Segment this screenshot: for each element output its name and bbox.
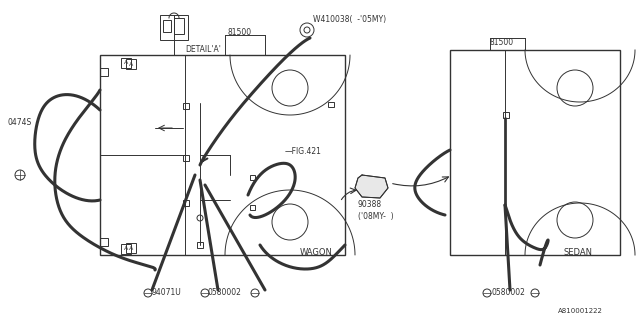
Bar <box>174 18 184 34</box>
Text: SEDAN: SEDAN <box>563 248 592 257</box>
Text: 0580002: 0580002 <box>208 288 242 297</box>
Text: 81500: 81500 <box>490 38 514 47</box>
Text: 0474S: 0474S <box>8 118 32 127</box>
Bar <box>503 112 509 118</box>
Text: 81500: 81500 <box>228 28 252 37</box>
Bar <box>183 200 189 206</box>
Polygon shape <box>355 175 388 198</box>
Text: A: A <box>129 61 133 67</box>
Bar <box>183 155 189 161</box>
Text: DETAIL'A': DETAIL'A' <box>185 45 221 54</box>
Text: W410038(  -'05MY): W410038( -'05MY) <box>313 15 386 24</box>
Text: 94071U: 94071U <box>152 288 182 297</box>
Bar <box>121 58 131 68</box>
Text: A: A <box>124 60 128 66</box>
Bar <box>121 244 131 254</box>
Bar <box>100 238 108 246</box>
Bar <box>100 68 108 76</box>
Text: A: A <box>124 246 128 252</box>
Text: WAGON: WAGON <box>300 248 333 257</box>
Bar <box>100 55 345 255</box>
Text: A810001222: A810001222 <box>558 308 603 314</box>
Bar <box>250 205 255 210</box>
Text: 90388
('08MY-  ): 90388 ('08MY- ) <box>358 200 394 221</box>
Text: A: A <box>129 245 133 251</box>
Bar <box>163 20 171 32</box>
Bar <box>328 102 334 107</box>
Bar <box>450 50 620 255</box>
Text: 0580002: 0580002 <box>492 288 526 297</box>
Bar <box>250 175 255 180</box>
Bar <box>126 243 136 253</box>
Bar <box>183 103 189 109</box>
Bar <box>126 59 136 69</box>
Text: —FIG.421: —FIG.421 <box>285 147 322 156</box>
Bar <box>160 15 188 40</box>
Bar <box>197 242 203 248</box>
